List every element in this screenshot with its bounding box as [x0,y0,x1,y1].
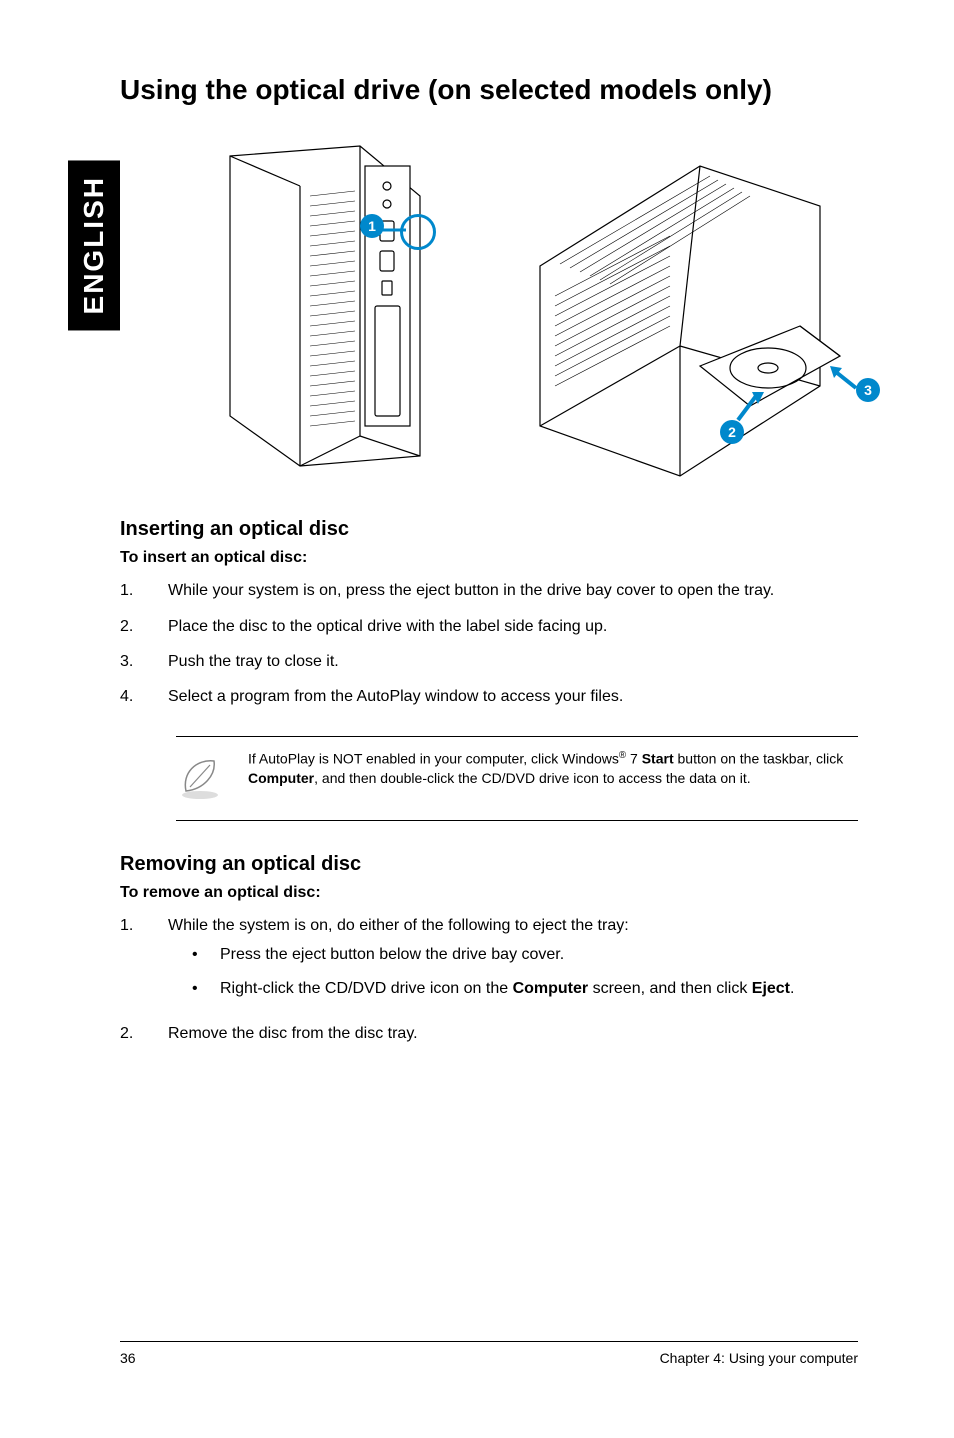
list-item: 2.Place the disc to the optical drive wi… [120,615,858,638]
remove-subheading: To remove an optical disc: [120,884,858,902]
remove-bullets: Press the eject button below the drive b… [168,943,858,999]
callout-arrow-3 [828,364,860,394]
list-item: 1. While the system is on, do either of … [120,914,858,1010]
list-item: Right-click the CD/DVD drive icon on the… [192,977,858,1000]
remove-steps: 1. While the system is on, do either of … [120,914,858,1045]
insert-heading: Inserting an optical disc [120,518,858,541]
diagram-area: 1 [120,136,858,496]
page-footer: 36 Chapter 4: Using your computer [120,1341,858,1366]
list-item: Press the eject button below the drive b… [192,943,858,966]
insert-subheading: To insert an optical disc: [120,549,858,567]
note-icon [176,749,224,806]
page-number: 36 [120,1350,136,1366]
note-text: If AutoPlay is NOT enabled in your compu… [248,749,858,789]
pc-closed-illustration [190,136,450,476]
insert-steps: 1.While your system is on, press the eje… [120,579,858,708]
list-item: 3.Push the tray to close it. [120,650,858,673]
page-content: Using the optical drive (on selected mod… [0,0,954,1438]
chapter-label: Chapter 4: Using your computer [660,1350,858,1366]
list-item: 1.While your system is on, press the eje… [120,579,858,602]
list-item: 2.Remove the disc from the disc tray. [120,1022,858,1045]
callout-line-1 [382,226,406,234]
list-item: 4.Select a program from the AutoPlay win… [120,685,858,708]
note-block: If AutoPlay is NOT enabled in your compu… [176,736,858,821]
callout-arrow-2 [734,390,764,424]
pc-open-illustration [500,146,860,486]
remove-heading: Removing an optical disc [120,853,858,876]
section-title: Using the optical drive (on selected mod… [120,72,858,108]
